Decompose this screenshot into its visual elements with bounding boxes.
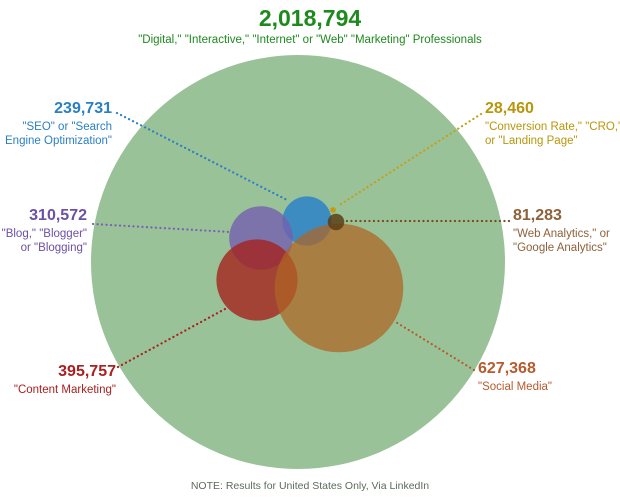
label-web-analytics-line1: "Web Analytics," or xyxy=(513,228,610,240)
label-seo: 239,731 "SEO" or "Search Engine Optimiza… xyxy=(5,100,112,148)
social-media-bubble-circle xyxy=(274,223,404,353)
label-web-analytics-value: 81,283 xyxy=(513,207,562,224)
label-conversion-value: 28,460 xyxy=(485,100,534,117)
label-content-marketing-value: 395,757 xyxy=(58,363,116,380)
chart-note: NOTE: Results for United States Only, Vi… xyxy=(190,480,430,492)
label-social-media: 627,368 "Social Media" xyxy=(478,360,552,394)
chart-title-block: 2,018,794 "Digital," "Interactive," "Int… xyxy=(0,5,620,47)
label-web-analytics: 81,283 "Web Analytics," or "Google Analy… xyxy=(513,207,610,255)
seo-leader-line xyxy=(115,111,291,203)
label-seo-line1: "SEO" or "Search xyxy=(22,121,112,133)
label-blog-value: 310,572 xyxy=(29,207,87,224)
chart-title-value: 2,018,794 xyxy=(258,5,362,31)
label-seo-line2: Engine Optimization" xyxy=(5,135,112,147)
label-conversion-line1: "Conversion Rate," "CRO," xyxy=(485,121,620,133)
label-web-analytics-line2: "Google Analytics" xyxy=(513,242,607,254)
label-conversion: 28,460 "Conversion Rate," "CRO," or "Lan… xyxy=(485,100,620,148)
label-conversion-line2: or "Landing Page" xyxy=(485,135,578,147)
label-seo-value: 239,731 xyxy=(54,100,112,117)
conversion-leader-line xyxy=(336,112,483,208)
label-blog-line1: "Blog," "Blogger" xyxy=(1,228,87,240)
label-social-media-value: 627,368 xyxy=(478,360,536,377)
label-social-media-line1: "Social Media" xyxy=(478,381,553,393)
chart-title-query: "Digital," "Interactive," "Internet" or … xyxy=(138,34,482,46)
label-blog: 310,572 "Blog," "Blogger" or "Blogging" xyxy=(2,207,87,255)
label-blog-line2: or "Blogging" xyxy=(20,242,87,254)
blog-leader-line xyxy=(91,222,232,234)
web-analytics-bubble-circle xyxy=(327,213,345,231)
label-content-marketing-line1: "Content Marketing" xyxy=(13,384,116,396)
label-content-marketing: 395,757 "Content Marketing" xyxy=(14,363,116,397)
conversion-bubble-circle xyxy=(330,207,336,213)
